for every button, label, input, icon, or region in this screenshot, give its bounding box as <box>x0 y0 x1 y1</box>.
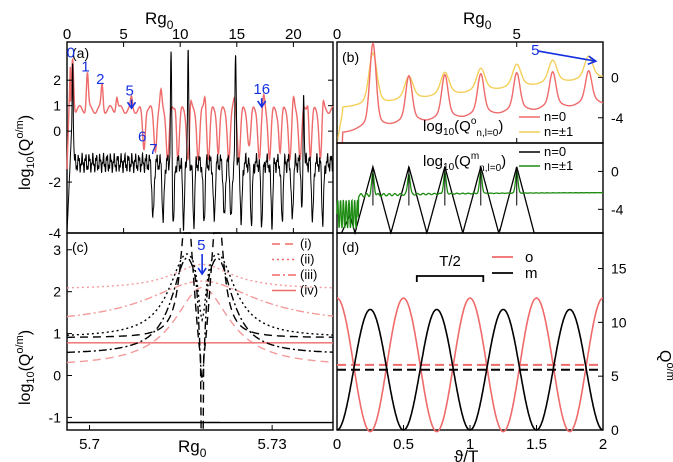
panel-b-lower: -4 0 log10(Qmn,l=0) n=0n=±1 <box>336 142 624 236</box>
top-x-label-b: Rg0 <box>463 9 492 32</box>
y-tick-label-d: 5 <box>611 368 619 384</box>
panel-d-tag: (d) <box>342 239 359 255</box>
panel-d-frame <box>336 232 604 431</box>
annotation-label: 5 <box>197 237 205 254</box>
y-tick-label-d: 10 <box>611 314 627 330</box>
series-b-red <box>337 42 604 144</box>
series-c-black-ii <box>67 253 333 336</box>
annotation-label: 7 <box>149 141 157 158</box>
x-tick-label-d: 1.5 <box>526 436 547 453</box>
top-x-tick-label-b: 0 <box>333 26 341 43</box>
series-c-black-iii <box>66 257 333 382</box>
arrow-b-head <box>587 55 598 65</box>
annotation-label: 1 <box>81 58 89 75</box>
arrow-c-head <box>197 267 207 276</box>
annotation-label: 0 <box>67 44 75 61</box>
annotation-label: 2 <box>96 71 104 88</box>
y-tick-label-a: 1 <box>53 98 61 114</box>
y-tick-label-a: 2 <box>53 72 61 88</box>
x-tick-label-d: 1 <box>466 436 474 453</box>
x-tick-label-c: 5.73 <box>258 436 287 453</box>
legend-label: n=±1 <box>544 124 573 139</box>
y-tick-label-b2: -4 <box>611 201 624 217</box>
annotation-label: 6 <box>138 128 146 145</box>
legend-label: n=0 <box>544 109 566 124</box>
series-c-red-i <box>67 286 333 364</box>
annotation-label: 5 <box>531 42 539 59</box>
panel-b2-title: log10(Qmn,l=0) <box>423 151 506 174</box>
legend-label: n=0 <box>544 144 566 159</box>
annotation-label: 5 <box>126 82 134 99</box>
top-x-tick-label-a: 20 <box>285 26 302 43</box>
legend-label: (iv) <box>300 283 318 298</box>
panel-c-tag: (c) <box>72 239 88 255</box>
x-tick-label-c: 5.7 <box>79 436 100 453</box>
y-tick-label-a: -4 <box>49 225 62 241</box>
x-tick-label-d: 0.5 <box>393 436 414 453</box>
x-tick-label-d: 2 <box>599 436 607 453</box>
top-x-tick-label-a: 0 <box>63 26 71 43</box>
y-tick-label-d: 0 <box>611 422 619 438</box>
y-tick-label-a: -2 <box>49 174 62 190</box>
series-b-yellow <box>336 52 604 144</box>
y-tick-label-c: 2 <box>53 284 61 300</box>
legend-label: (iii) <box>300 267 317 282</box>
legend-label: (ii) <box>300 252 314 267</box>
panel-b-tag: (b) <box>342 49 359 65</box>
bottom-x-label-c: Rg0 <box>178 437 207 460</box>
panel-c: 5.7 5.73 -1 0 1 2 3 (c) 5 (i)(ii)(iii)(iv) <box>49 232 334 453</box>
y-tick-label-b: -4 <box>611 110 624 126</box>
series-d-o <box>336 297 604 433</box>
y-label-d: Qo/m <box>656 350 673 381</box>
legend-label: m <box>525 265 538 282</box>
series-c-red-ii <box>67 263 333 289</box>
series-a-black <box>66 49 334 234</box>
arrow-16-head <box>257 100 267 109</box>
x-tick-label-d: 0 <box>333 436 341 453</box>
y-label-c: log10(Qo/m) <box>14 330 37 405</box>
y-tick-label-b2: 0 <box>611 163 619 179</box>
series-c-black-i <box>67 232 334 431</box>
top-x-tick-label-a: 10 <box>172 26 189 43</box>
legend-label: (i) <box>300 236 312 251</box>
y-tick-label-c: 1 <box>53 326 61 342</box>
panel-a-tag: (a) <box>72 45 89 61</box>
period-bracket <box>415 275 485 282</box>
y-label-a: log10(Qo/m) <box>14 115 37 190</box>
period-label: T/2 <box>439 253 461 270</box>
bottom-x-label-d: ϑ/T <box>454 447 478 462</box>
arrow-b <box>538 50 596 62</box>
legend-label: n=±1 <box>544 158 573 173</box>
arrow-5-head <box>126 101 137 110</box>
y-tick-label-a: 0 <box>53 123 61 139</box>
series-a-red <box>66 58 334 170</box>
top-x-tick-label-a: 15 <box>228 26 245 43</box>
axis-labels: Rg0 Rg0 Rg0 ϑ/T log10(Qo/m) log10(Qo/m) … <box>14 9 673 462</box>
panel-b-title: log10(Qon,l=0) <box>423 116 503 139</box>
annotation-label: 16 <box>253 81 270 98</box>
top-x-tick-label-a: 5 <box>119 26 127 43</box>
series-b2-green <box>336 171 604 229</box>
top-x-tick-label-b: 5 <box>513 26 521 43</box>
y-tick-label-c: 0 <box>53 368 61 384</box>
legend-label: o <box>525 249 533 266</box>
y-tick-label-b: 0 <box>611 69 619 85</box>
y-tick-label-c: -1 <box>49 409 62 425</box>
panel-c-frame <box>66 232 334 431</box>
y-tick-label-d: 15 <box>611 261 627 277</box>
top-x-label-a: Rg0 <box>145 9 174 32</box>
series-b2-black <box>337 164 603 236</box>
y-tick-label-c: 3 <box>53 242 61 258</box>
